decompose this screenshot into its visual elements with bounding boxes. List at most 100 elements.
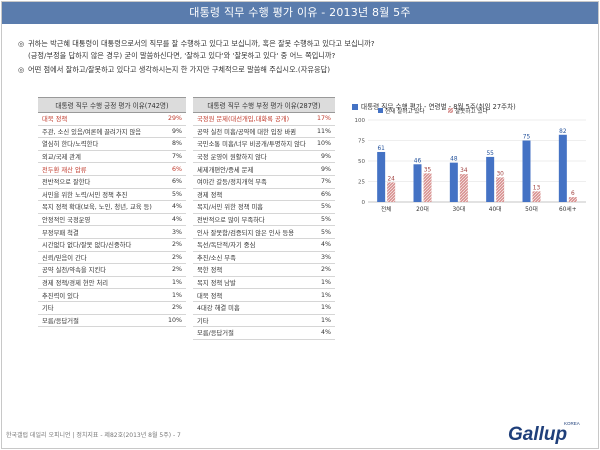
reason-value: 17% bbox=[309, 112, 335, 126]
question-1-sub-text: (긍정/부정을 답하지 않은 경우) 굳이 말씀하신다면, '잘하고 있다'와 … bbox=[28, 51, 336, 60]
question-2: ◎ 어떤 점에서 잘하고/잘못하고 있다고 생각하시는지 한 가지만 구체적으로 … bbox=[18, 65, 330, 75]
x-tick-label: 30대 bbox=[452, 205, 465, 213]
reason-label: 인사 잘못함/검증되지 않은 인사 등용 bbox=[193, 225, 310, 239]
reason-label: 복지/서민 위한 정책 미흡 bbox=[193, 200, 310, 214]
reason-label: 대북 정책 bbox=[38, 112, 156, 126]
x-tick-label: 60세+ bbox=[559, 205, 577, 213]
reason-value: 10% bbox=[156, 314, 186, 328]
reason-label: 세제개편안/증세 문제 bbox=[193, 162, 310, 176]
chart-title-text: 대통령 직무 수행 평가 - 연령별 - 8월 5주(취임 27주차) bbox=[361, 103, 516, 111]
bar-positive bbox=[486, 156, 495, 202]
table-row: 세제개편안/증세 문제 9% bbox=[193, 162, 335, 176]
table-row: 전두환 재산 압류 6% bbox=[38, 162, 186, 176]
reason-label: 추진력이 있다 bbox=[38, 288, 156, 302]
bar-positive bbox=[449, 162, 458, 202]
reason-value: 4% bbox=[309, 326, 335, 340]
question-1: ◎ 귀하는 박근혜 대통령이 대통령으로서의 직무를 잘 수행하고 있다고 보십니… bbox=[18, 39, 375, 49]
reason-label: 열심히 한다/노력한다 bbox=[38, 137, 156, 151]
reason-label: 국정원 문제(대선개입,대화록 공개) bbox=[193, 112, 310, 126]
table-row: 전반적으로 많이 부족하다 5% bbox=[193, 213, 335, 227]
reason-label: 여야간 갈등/정치개혁 부족 bbox=[193, 175, 310, 189]
reason-label: 서민을 위한 노력/서민 정책 추진 bbox=[38, 188, 156, 202]
table-row: 복지 정책 확대(보육, 노인, 청년, 교육 등) 4% bbox=[38, 200, 186, 214]
chart-title: 대통령 직무 수행 평가 - 연령별 - 8월 5주(취임 27주차) bbox=[352, 101, 516, 111]
bar-negative bbox=[532, 191, 541, 202]
reason-value: 2% bbox=[156, 251, 186, 265]
reason-label: 시간없다 없다/잘못 없다/신중하다 bbox=[38, 238, 156, 252]
question-1-text: 귀하는 박근혜 대통령이 대통령으로서의 직무를 잘 수행하고 있다고 보십니까… bbox=[28, 39, 375, 48]
table-row: 4대강 해결 미흡 1% bbox=[193, 301, 335, 315]
x-tick-label: 전체 bbox=[381, 205, 392, 213]
legend-swatch bbox=[448, 108, 453, 113]
y-tick-label: 100 bbox=[355, 118, 366, 124]
table-row: 북한 정책 2% bbox=[193, 263, 335, 277]
reason-value: 4% bbox=[156, 200, 186, 214]
reason-label: 공약 실천 미흡/공약에 대한 입장 바뀜 bbox=[193, 125, 310, 139]
table-row: 안정적인 국정운영 4% bbox=[38, 213, 186, 227]
bar-negative bbox=[496, 177, 505, 202]
reason-label: 대북 정책 bbox=[193, 288, 310, 302]
bar-negative bbox=[387, 182, 396, 202]
reason-value: 3% bbox=[309, 251, 335, 265]
data-label: 30 bbox=[496, 171, 504, 177]
reason-value: 2% bbox=[156, 263, 186, 277]
question-1-sub: (긍정/부정을 답하지 않은 경우) 굳이 말씀하신다면, '잘하고 있다'와 … bbox=[18, 51, 335, 61]
reason-label: 북한 정책 bbox=[193, 263, 310, 277]
reason-value: 2% bbox=[309, 263, 335, 277]
table-row: 독선/독단적/자기 중심 4% bbox=[193, 238, 335, 252]
legend-label: 현재 잘하고 있다 bbox=[385, 107, 425, 115]
x-tick-label: 50대 bbox=[525, 205, 538, 213]
data-label: 24 bbox=[387, 176, 395, 182]
table-row: 모름/응답거절 4% bbox=[193, 326, 335, 340]
table-row: 시간없다 없다/잘못 없다/신중하다 2% bbox=[38, 238, 186, 252]
reason-value: 6% bbox=[156, 175, 186, 189]
data-label: 82 bbox=[559, 129, 567, 135]
bullet-icon: ◎ bbox=[18, 39, 25, 48]
bar-negative bbox=[568, 197, 577, 202]
table-row: 국정원 문제(대선개입,대화록 공개) 17% bbox=[193, 112, 335, 126]
reason-label: 4대강 해결 미흡 bbox=[193, 301, 310, 315]
y-tick-label: 25 bbox=[358, 180, 365, 186]
data-label: 34 bbox=[460, 168, 468, 174]
data-label: 61 bbox=[377, 146, 385, 152]
table-row: 부정부패 척결 3% bbox=[38, 225, 186, 239]
reason-label: 경제 정책 bbox=[193, 188, 310, 202]
footer-text: 한국갤럽 데일리 오피니언 | 정치지표 - 제82호(2013년 8월 5주)… bbox=[6, 432, 181, 439]
table-row: 기타 1% bbox=[193, 314, 335, 328]
table-row: 모름/응답거절 10% bbox=[38, 314, 186, 328]
table-row: 신뢰/믿음이 간다 2% bbox=[38, 251, 186, 265]
gallup-logo: KOREA Gallup bbox=[508, 421, 580, 444]
reason-value: 7% bbox=[156, 150, 186, 164]
positive-table-header: 대통령 직무 수행 긍정 평가 이유(742명) bbox=[38, 97, 186, 113]
y-tick-label: 50 bbox=[358, 159, 365, 165]
reason-label: 외교/국제 관계 bbox=[38, 150, 156, 164]
reason-value: 5% bbox=[309, 200, 335, 214]
table-row: 서민을 위한 노력/서민 정책 추진 5% bbox=[38, 188, 186, 202]
table-row: 복지 정책 남발 1% bbox=[193, 276, 335, 290]
reason-value: 1% bbox=[309, 314, 335, 328]
reason-value: 3% bbox=[156, 225, 186, 239]
table-row: 열심히 한다/노력한다 8% bbox=[38, 137, 186, 151]
question-2-text: 어떤 점에서 잘하고/잘못하고 있다고 생각하시는지 한 가지만 구체적으로 말… bbox=[28, 65, 330, 74]
bar-positive bbox=[377, 151, 386, 202]
reason-label: 부정부패 척결 bbox=[38, 225, 156, 239]
table-row: 대북 정책 1% bbox=[193, 288, 335, 302]
x-tick-label: 40대 bbox=[489, 205, 502, 213]
reason-label: 추진/소신 부족 bbox=[193, 251, 310, 265]
reason-value: 5% bbox=[309, 213, 335, 227]
reason-label: 주관, 소신 있음/여론에 끌려가지 않음 bbox=[38, 125, 156, 139]
reason-value: 4% bbox=[309, 238, 335, 252]
reason-value: 8% bbox=[156, 137, 186, 151]
reason-value: 5% bbox=[309, 225, 335, 239]
reason-value: 6% bbox=[309, 188, 335, 202]
data-label: 46 bbox=[414, 158, 422, 164]
reason-label: 전두환 재산 압류 bbox=[38, 162, 156, 176]
data-label: 13 bbox=[533, 185, 541, 191]
reason-value: 4% bbox=[156, 213, 186, 227]
reason-label: 경제 정책/경제 현안 처리 bbox=[38, 276, 156, 290]
reason-label: 기타 bbox=[193, 314, 310, 328]
reason-value: 6% bbox=[156, 162, 186, 176]
reason-value: 10% bbox=[309, 137, 335, 151]
table-row: 기타 2% bbox=[38, 301, 186, 315]
